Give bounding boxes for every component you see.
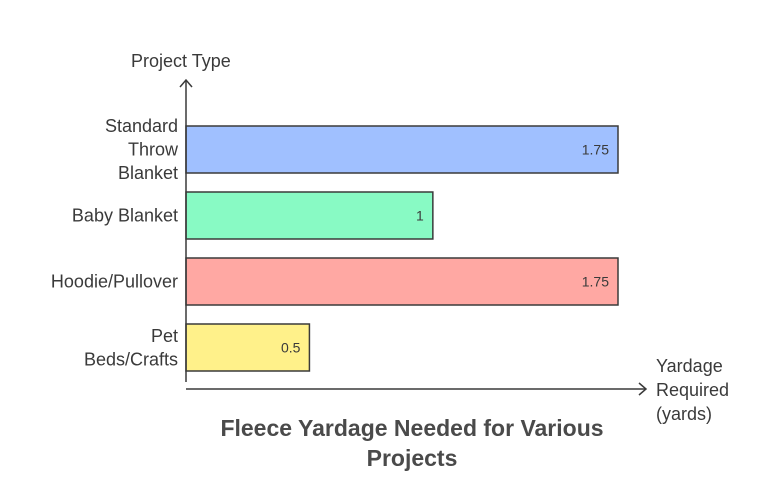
bar-3 (185, 323, 311, 372)
chart-title-text: Fleece Yardage Needed for Various Project… (220, 415, 603, 471)
bar-1 (185, 191, 434, 240)
category-labels: Standard Throw Blanket Baby Blanket Hoodie/P… (51, 116, 179, 369)
x-axis-arrow-icon (638, 382, 648, 396)
bar-value-label-1: 1 (416, 208, 424, 224)
y-axis-arrow-icon (179, 78, 193, 88)
x-axis-title: Yardage Required (yards) (656, 356, 729, 424)
bar-value-label-2: 1.75 (582, 274, 609, 290)
category-label-1: Baby Blanket (72, 206, 178, 226)
category-label-0: Standard Throw Blanket (105, 116, 179, 183)
bar-value-label-3: 0.5 (281, 340, 301, 356)
category-label-2: Hoodie/Pullover (51, 272, 178, 292)
x-axis-label: Yardage Required (yards) (656, 356, 729, 424)
bar-2 (185, 257, 619, 306)
y-axis-label: Project Type (131, 51, 231, 71)
chart-title: Fleece Yardage Needed for Various Project… (220, 415, 603, 471)
axes (179, 78, 648, 396)
bar-0 (185, 125, 619, 174)
bar-value-label-0: 1.75 (582, 142, 609, 158)
bars-group: 1.75 1 1.75 0.5 (185, 125, 619, 372)
y-axis-title: Project Type (131, 51, 231, 71)
category-label-3: Pet Beds/Crafts (84, 326, 178, 370)
